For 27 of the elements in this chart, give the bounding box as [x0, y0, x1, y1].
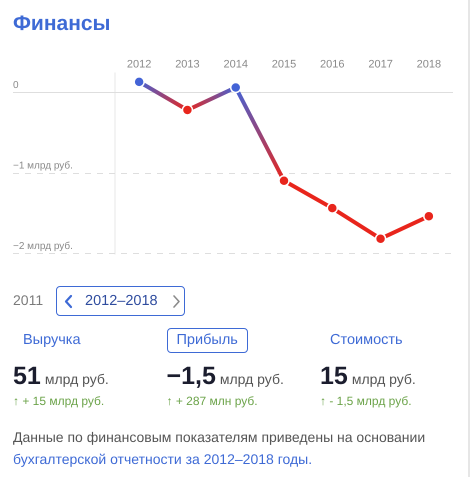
tab[interactable]: Выручка — [13, 328, 91, 353]
x-tick-label: 2012 — [126, 58, 152, 70]
text: 51 — [13, 362, 41, 390]
text: ↑ + 287 млн руб. — [166, 394, 258, 409]
x-tick-label: 2013 — [175, 58, 200, 70]
chart-title: Финансы — [13, 12, 110, 36]
text: млрд руб. — [220, 371, 284, 387]
y-tick-label: −2 млрд руб. — [13, 240, 73, 252]
period-button[interactable]: 2012–2018 — [56, 286, 185, 316]
x-tick-label: 2015 — [272, 58, 296, 70]
y-tick-label: 0 — [13, 80, 19, 91]
y-tick-label: −1 млрд руб. — [13, 160, 73, 172]
text: 2011 — [13, 292, 44, 309]
x-tick-label: 2016 — [320, 58, 345, 70]
text: 15 — [320, 362, 348, 390]
selected-tab[interactable]: Прибыль — [166, 328, 248, 353]
text: −1,5 — [166, 362, 216, 390]
text: млрд руб. — [352, 371, 416, 387]
x-tick-label: 2018 — [416, 58, 442, 70]
text: ↑ + 15 млрд руб. — [13, 394, 104, 409]
x-tick-label: 2017 — [368, 58, 393, 70]
text: ↑ - 1,5 млрд руб. — [320, 394, 412, 409]
x-tick-label: 2014 — [223, 58, 248, 70]
text: Данные по финансовым показателям приведены на основании — [13, 429, 426, 445]
text: бухгалтерской отчетности за 2012–2018 годы. — [13, 451, 312, 467]
tab[interactable]: Стоимость — [320, 328, 413, 353]
text: млрд руб. — [44, 371, 109, 387]
